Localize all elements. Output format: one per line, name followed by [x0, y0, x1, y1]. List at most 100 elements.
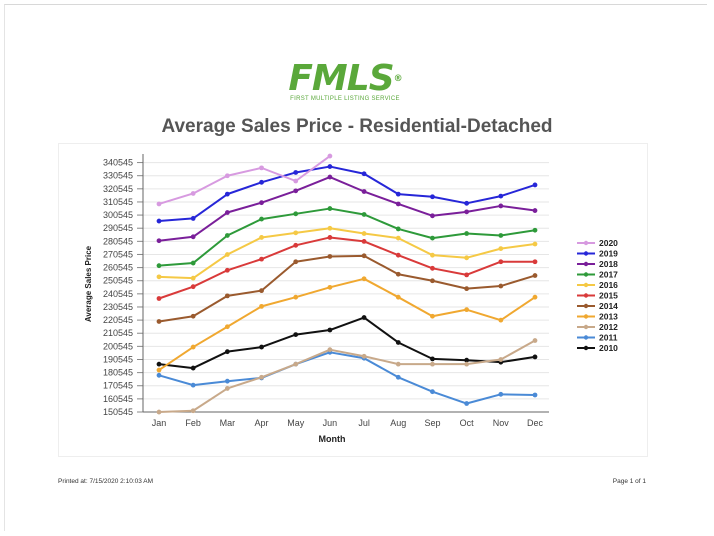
data-point-2017	[224, 233, 230, 238]
data-point-2014	[464, 286, 470, 292]
series-line-2011	[158, 351, 536, 405]
data-point-2016	[327, 225, 333, 231]
legend-marker-2012	[583, 324, 589, 330]
data-point-2016	[464, 255, 470, 261]
y-tick-label: 300545	[103, 210, 133, 220]
legend-marker-2016	[583, 282, 589, 288]
data-point-2012	[430, 361, 435, 367]
data-point-2018	[395, 201, 401, 207]
data-point-2020	[224, 173, 230, 179]
data-point-2011	[395, 374, 401, 380]
series-line-2014	[158, 254, 536, 323]
data-point-2015	[293, 242, 299, 248]
data-point-2018	[156, 238, 162, 244]
data-point-2014	[224, 293, 230, 299]
page-border	[4, 4, 707, 531]
data-point-2018	[190, 234, 196, 240]
legend-marker-2010	[583, 345, 589, 351]
legend-label-2018: 2018	[599, 259, 618, 269]
page-number: Page 1 of 1	[612, 478, 646, 485]
legend-label-2017: 2017	[599, 270, 618, 280]
data-point-2013	[190, 344, 196, 350]
series-line-2015	[158, 236, 535, 300]
data-point-2014	[361, 253, 367, 259]
legend-marker-2011	[583, 335, 589, 340]
legend-label-2013: 2013	[599, 312, 618, 322]
x-tick-label: Aug	[390, 418, 406, 428]
legend-label-2020: 2020	[599, 238, 618, 248]
data-point-2019	[259, 179, 264, 185]
data-point-2012	[361, 353, 367, 359]
data-point-2018	[464, 209, 470, 215]
y-tick-label: 150545	[103, 407, 133, 417]
data-point-2019	[361, 171, 367, 177]
y-tick-label: 200545	[103, 341, 133, 351]
data-point-2017	[327, 206, 333, 211]
data-point-2011	[430, 389, 435, 395]
data-point-2017	[430, 235, 435, 241]
data-point-2010	[224, 349, 230, 355]
legend-label-2015: 2015	[599, 291, 618, 301]
x-tick-label: Dec	[527, 418, 544, 428]
data-point-2016	[430, 252, 435, 258]
data-point-2019	[293, 170, 299, 175]
legend-marker-2013	[583, 314, 589, 319]
data-point-2012	[190, 408, 196, 414]
y-tick-label: 190545	[103, 354, 133, 364]
data-point-2015	[361, 238, 367, 244]
data-point-2013	[361, 276, 367, 282]
data-point-2017	[395, 226, 401, 232]
data-point-2014	[395, 271, 401, 277]
y-tick-label: 330545	[103, 171, 133, 181]
data-point-2015	[327, 235, 333, 240]
x-tick-label: May	[287, 418, 305, 428]
data-point-2010	[464, 357, 470, 363]
data-point-2015	[430, 265, 435, 271]
legend-marker-2017	[583, 272, 589, 277]
data-point-2013	[259, 303, 264, 309]
y-tick-label: 280545	[103, 236, 133, 246]
data-point-2010	[532, 354, 538, 360]
x-tick-label: Nov	[493, 418, 510, 428]
data-point-2018	[430, 213, 435, 219]
data-point-2010	[190, 365, 196, 371]
data-point-2019	[224, 191, 230, 197]
data-point-2012	[293, 361, 299, 367]
logo-mark: FMLS®	[288, 58, 402, 99]
data-point-2019	[190, 216, 196, 221]
chart-container: 150545 160545 170545 180545 190545 200545 2105…	[58, 143, 648, 457]
data-point-2017	[259, 216, 264, 222]
data-point-2019	[395, 191, 401, 197]
data-point-2014	[430, 278, 435, 284]
data-point-2011	[498, 391, 504, 397]
data-point-2010	[361, 315, 367, 320]
data-point-2015	[464, 272, 470, 278]
data-point-2016	[190, 275, 196, 281]
legend-marker-2018	[583, 261, 589, 267]
legend-marker-2015	[583, 293, 589, 298]
x-axis-label: Month	[319, 434, 346, 444]
y-tick-label: 290545	[103, 223, 133, 233]
series-line-2017	[158, 207, 536, 267]
data-point-2016	[395, 235, 401, 241]
data-point-2015	[224, 267, 230, 273]
legend-label-2010: 2010	[599, 343, 618, 353]
data-point-2018	[224, 210, 230, 215]
fmls-logo: FMLS® FIRST MULTIPLE LISTING SERVICE	[270, 60, 420, 110]
x-tick-label: Feb	[185, 418, 201, 428]
y-tick-label: 270545	[103, 249, 133, 259]
data-point-2019	[156, 218, 162, 224]
data-point-2013	[293, 294, 299, 300]
data-point-2012	[395, 361, 401, 367]
data-point-2017	[361, 212, 367, 217]
data-point-2015	[190, 284, 196, 290]
data-point-2018	[327, 174, 333, 180]
y-tick-label: 160545	[103, 394, 133, 404]
data-point-2019	[532, 182, 538, 188]
data-point-2013	[327, 284, 333, 290]
data-point-2015	[395, 252, 401, 258]
x-tick-label: Apr	[255, 418, 269, 428]
data-point-2019	[327, 164, 333, 169]
legend-marker-2020	[583, 240, 589, 246]
data-point-2017	[498, 233, 504, 238]
